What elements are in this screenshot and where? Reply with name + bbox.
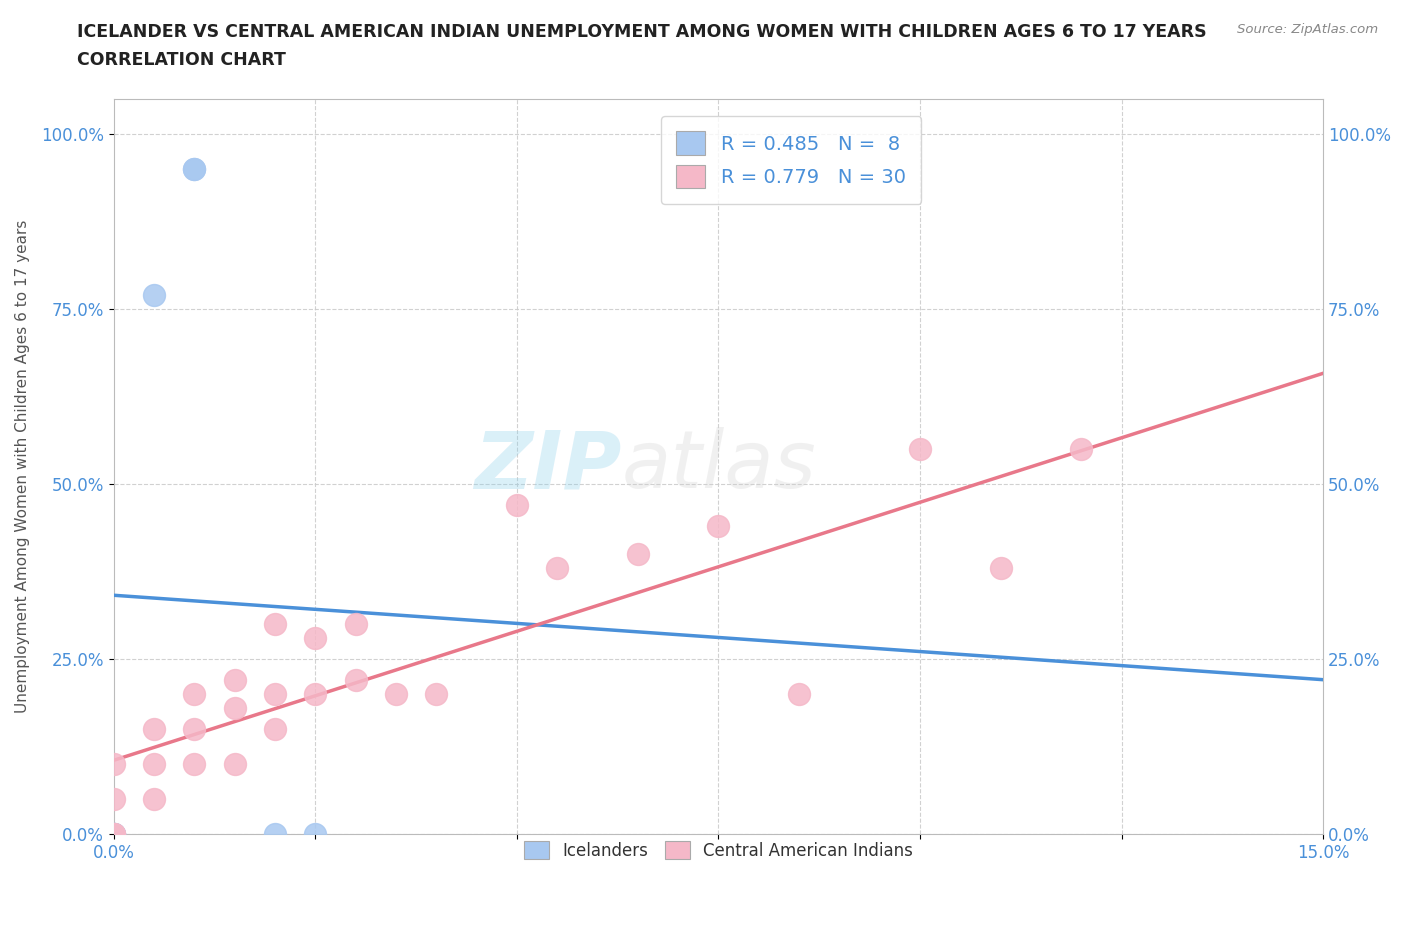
Text: ZIP: ZIP [474,427,621,505]
Point [1070,442,1092,457]
Point [143,791,166,806]
Point [224,756,246,771]
Y-axis label: Unemployment Among Women with Children Ages 6 to 17 years: Unemployment Among Women with Children A… [15,219,30,713]
Legend: Icelanders, Central American Indians: Icelanders, Central American Indians [515,831,922,870]
Point [183,161,205,176]
Point [224,672,246,687]
Point [143,287,166,302]
Text: ICELANDER VS CENTRAL AMERICAN INDIAN UNEMPLOYMENT AMONG WOMEN WITH CHILDREN AGES: ICELANDER VS CENTRAL AMERICAN INDIAN UNE… [77,23,1206,41]
Point [627,546,650,561]
Point [143,756,166,771]
Text: Source: ZipAtlas.com: Source: ZipAtlas.com [1237,23,1378,36]
Point [183,686,205,701]
Point [264,617,287,631]
Point [183,756,205,771]
Point [787,686,810,701]
Point [103,791,125,806]
Point [183,161,205,176]
Point [385,686,408,701]
Point [224,700,246,715]
Point [908,442,931,457]
Point [103,827,125,842]
Point [304,827,326,842]
Point [546,561,568,576]
Point [344,617,367,631]
Point [264,827,287,842]
Point [103,827,125,842]
Point [264,722,287,737]
Point [304,686,326,701]
Point [344,672,367,687]
Point [103,827,125,842]
Point [506,498,529,512]
Point [425,686,447,701]
Text: atlas: atlas [621,427,817,505]
Point [103,756,125,771]
Point [103,827,125,842]
Point [707,518,730,533]
Point [143,722,166,737]
Point [264,686,287,701]
Text: CORRELATION CHART: CORRELATION CHART [77,51,287,69]
Point [990,561,1012,576]
Point [183,722,205,737]
Point [304,631,326,645]
Point [103,827,125,842]
